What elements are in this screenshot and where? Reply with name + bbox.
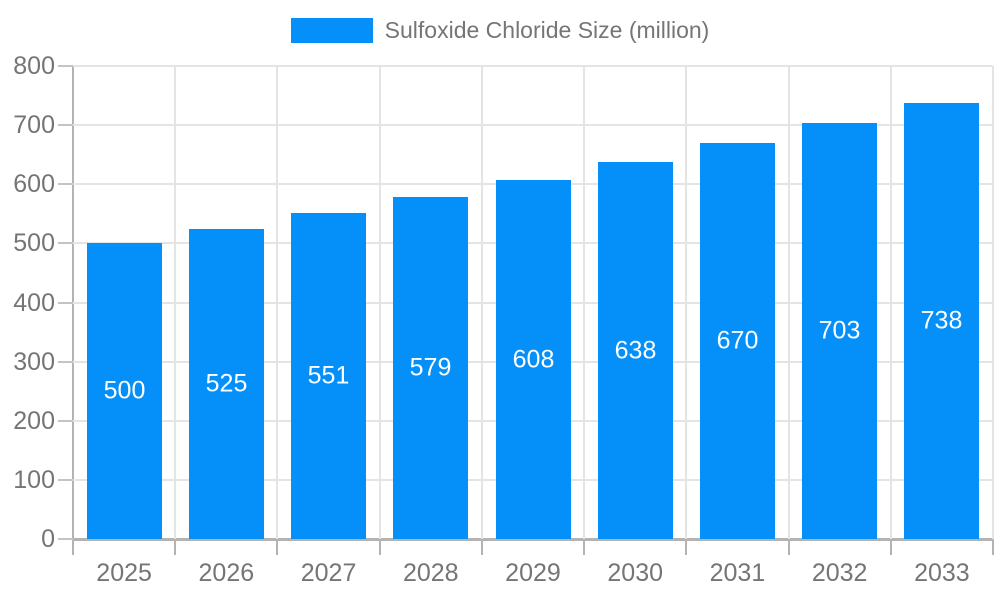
y-axis-tick [58,360,73,363]
x-axis-label: 2032 [811,559,868,587]
x-axis-tick [889,540,892,555]
bar-value-label: 500 [103,376,146,405]
y-axis-label: 400 [13,288,55,317]
x-axis-tick [72,540,74,555]
bar-value-label: 551 [307,361,350,390]
x-axis-label: 2026 [198,559,255,587]
x-gridline [685,66,688,539]
bar-value-label: 703 [818,316,861,345]
x-gridline [480,66,483,539]
x-axis-label: 2031 [709,559,766,587]
y-axis-label: 600 [13,170,55,199]
bar-value-label: 738 [920,306,963,335]
x-axis-tick [174,540,177,555]
y-axis-label: 300 [13,347,55,376]
y-axis-label: 200 [13,406,55,435]
y-axis-tick [58,301,73,304]
y-axis-label: 500 [13,229,55,258]
bar[interactable]: 500 [87,243,162,539]
bar-value-label: 638 [614,336,657,364]
x-axis-label: 2029 [505,559,561,587]
x-axis-tick [787,540,790,555]
y-axis-tick [58,242,73,245]
x-axis-line [73,538,994,541]
bar[interactable]: 608 [496,180,571,539]
x-axis-tick [378,540,381,555]
x-gridline [583,66,586,539]
x-gridline [992,66,994,539]
legend-swatch-icon [290,18,373,43]
x-gridline [174,66,177,539]
bar-value-label: 608 [512,345,555,373]
legend-label: Sulfoxide Chloride Size (million) [384,17,710,43]
x-axis-label: 2033 [914,559,970,587]
bar-value-label: 579 [409,353,452,382]
y-gridline [73,124,993,127]
x-axis-tick [480,540,483,555]
bar[interactable]: 551 [291,213,366,539]
x-gridline [787,66,790,539]
bar[interactable]: 703 [802,123,877,539]
bar[interactable]: 525 [189,229,264,539]
y-gridline [73,65,993,67]
y-axis-label: 100 [13,465,55,494]
x-axis-label: 2028 [402,559,459,587]
x-gridline [889,66,892,539]
y-axis-tick [58,538,73,540]
y-axis-label: 0 [41,525,55,553]
x-gridline [276,66,279,539]
y-axis-tick [58,478,73,481]
bar[interactable]: 670 [700,143,775,539]
x-axis-tick [276,540,279,555]
bar[interactable]: 638 [598,162,673,539]
y-axis-tick [58,65,73,67]
bar-value-label: 670 [716,326,759,355]
x-axis-tick [583,540,586,555]
x-gridline [378,66,381,539]
x-axis-label: 2025 [96,559,152,587]
bar-value-label: 525 [205,369,248,398]
y-axis-tick [58,419,73,422]
x-axis-tick [685,540,688,555]
x-axis-tick [992,540,994,555]
plot-area: 500 525 551 579 608 638 670 703 738 [73,65,994,539]
bar[interactable]: 738 [904,103,979,539]
x-axis-label: 2027 [300,559,357,587]
y-axis-label: 800 [13,52,55,80]
y-axis-tick [58,124,73,127]
y-axis-tick [58,183,73,186]
y-axis-label: 700 [13,111,55,140]
bar[interactable]: 579 [393,197,468,539]
legend[interactable]: Sulfoxide Chloride Size (million) [0,17,1000,44]
x-axis-label: 2030 [607,559,664,587]
